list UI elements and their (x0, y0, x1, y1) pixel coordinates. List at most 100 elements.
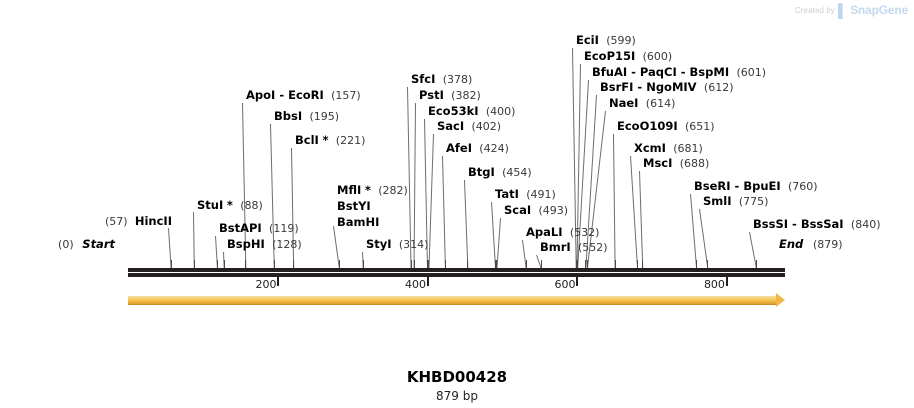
enzyme-label-xcmi[interactable]: XcmI (681) (634, 142, 703, 156)
enzyme-name: BclI (295, 133, 319, 147)
leader-line (464, 179, 469, 269)
enzyme-position: (614) (645, 97, 676, 110)
watermark-brand: SnapGene (850, 3, 908, 17)
enzyme-label-bstapi[interactable]: BstAPI (119) (219, 221, 299, 236)
enzyme-position: (760) (787, 180, 818, 193)
enzyme-name: AfeI (446, 141, 472, 155)
page-title: KHBD00428 (406, 368, 508, 386)
site-tick (293, 260, 295, 268)
enzyme-label-ecoo109i[interactable]: EcoO109I (651) (617, 119, 715, 134)
enzyme-label-bsphi[interactable]: BspHI (128) (227, 238, 302, 252)
enzyme-position: (424) (479, 142, 509, 155)
ruler-tick-label: 800 (703, 278, 725, 291)
enzyme-label-bmri[interactable]: BmrI (552) (540, 241, 608, 255)
leader-line (442, 155, 446, 269)
enzyme-label-bseri-bpuei[interactable]: BseRI - BpuEI (760) (694, 179, 818, 194)
enzyme-position: (493) (538, 204, 569, 217)
name-separator: - (275, 88, 289, 102)
enzyme-name: BsrFI (600, 80, 634, 94)
enzyme-position: (314) (398, 238, 429, 251)
site-tick (223, 260, 225, 268)
enzyme-position: (651) (684, 120, 715, 133)
enzyme-position: (688) (679, 157, 710, 170)
enzyme-name: SfcI (411, 72, 436, 86)
enzyme-name: HincII (134, 214, 172, 228)
enzyme-name: BseRI (694, 179, 731, 193)
name-separator: - (633, 80, 647, 94)
enzyme-label-ecop15i[interactable]: EcoP15I (600) (584, 50, 672, 64)
enzyme-label-btgi[interactable]: BtgI (454) (468, 166, 532, 180)
enzyme-name: BssSaI (800, 217, 844, 231)
leader-line (491, 201, 496, 269)
ruler-tick-label: 200 (255, 278, 277, 291)
enzyme-name: BstAPI (219, 221, 262, 235)
enzyme-label-mfli[interactable]: MflI * (282) (337, 183, 408, 198)
site-tick (444, 260, 446, 268)
site-tick (245, 260, 247, 268)
enzyme-label-stui[interactable]: StuI * (88) (197, 199, 263, 213)
enzyme-name: ApaLI (526, 225, 563, 239)
enzyme-label-psti[interactable]: PstI (382) (419, 88, 481, 103)
enzyme-label-apoi-ecori[interactable]: ApoI - EcoRI (157) (246, 88, 361, 103)
enzyme-position: (681) (673, 142, 703, 155)
enzyme-label-smli[interactable]: SmlI (775) (703, 195, 768, 209)
star-marker: * (364, 183, 371, 197)
enzyme-position: (491) (526, 188, 556, 201)
site-tick (575, 260, 577, 268)
enzyme-label-styi[interactable]: StyI (314) (366, 237, 429, 252)
enzyme-label-sfci[interactable]: SfcI (378) (411, 72, 472, 87)
site-tick (170, 260, 172, 268)
enzyme-position: (601) (736, 66, 767, 79)
enzyme-name: BbsI (274, 109, 303, 123)
name-separator: - (730, 179, 744, 193)
snapgene-watermark: Created by ▌ SnapGene (795, 3, 908, 17)
enzyme-position: (454) (502, 166, 532, 179)
enzyme-name: TatI (495, 187, 519, 201)
enzyme-name: StyI (366, 237, 392, 251)
enzyme-name: MscI (643, 156, 673, 170)
enzyme-name: EcoO109I (617, 119, 678, 133)
enzyme-name: BfuAI (592, 65, 628, 79)
enzyme-label-saci[interactable]: SacI (402) (437, 120, 501, 134)
enzyme-label-bsrfi-ngomiv[interactable]: BsrFI - NgoMIV (612) (600, 80, 734, 95)
enzyme-label-bamhi[interactable]: BamHI (337, 216, 379, 229)
enzyme-name: EciI (576, 33, 599, 47)
end-position: (879) (812, 238, 843, 251)
enzyme-label-apali[interactable]: ApaLI (532) (526, 225, 599, 240)
enzyme-label-tati[interactable]: TatI (491) (495, 187, 556, 202)
enzyme-label-msci[interactable]: MscI (688) (643, 156, 710, 171)
site-tick (755, 260, 757, 268)
enzyme-position: (382) (451, 89, 481, 102)
map-title-block: KHBD00428 879 bp (0, 368, 914, 403)
site-tick (707, 260, 709, 268)
site-tick (413, 260, 415, 268)
enzyme-label-bbsi[interactable]: BbsI (195) (274, 109, 339, 124)
enzyme-label-bcli[interactable]: BclI * (221) (295, 133, 365, 148)
enzyme-label-scai[interactable]: ScaI (493) (504, 203, 569, 218)
enzyme-label-bfuai-paqci-bspmi[interactable]: BfuAI - PaqCI - BspMI (601) (592, 65, 767, 80)
enzyme-label-eco53ki[interactable]: Eco53kI (400) (428, 105, 515, 119)
enzyme-label-bstyi[interactable]: BstYI (337, 200, 371, 213)
snapgene-logo-icon: ▌ (838, 2, 848, 18)
enzyme-label-ecii[interactable]: EciI (599) (576, 33, 636, 48)
start-position: (0) (58, 238, 74, 251)
enzyme-label-bsssi-bsssai[interactable]: BssSI - BssSaI (840) (753, 217, 881, 232)
enzyme-name: BpuEI (743, 179, 781, 193)
enzyme-name: ScaI (504, 203, 532, 217)
ruler-tick (576, 277, 579, 286)
site-tick (696, 260, 698, 268)
leader-line (613, 133, 616, 268)
enzyme-position: (88) (240, 199, 263, 212)
site-tick (426, 260, 428, 268)
enzyme-position: (612) (703, 81, 734, 94)
enzyme-name: NgoMIV (646, 80, 697, 94)
enzyme-name: PstI (419, 88, 444, 102)
enzyme-label-afei[interactable]: AfeI (424) (446, 141, 509, 156)
enzyme-name: BamHI (337, 215, 380, 229)
site-tick (496, 260, 498, 268)
site-tick (216, 260, 218, 268)
ruler-tick (426, 277, 429, 286)
name-separator: - (788, 217, 801, 231)
enzyme-label-naei[interactable]: NaeI (614) (609, 97, 676, 111)
enzyme-label-hincii[interactable]: (57) HincII (105, 214, 172, 229)
